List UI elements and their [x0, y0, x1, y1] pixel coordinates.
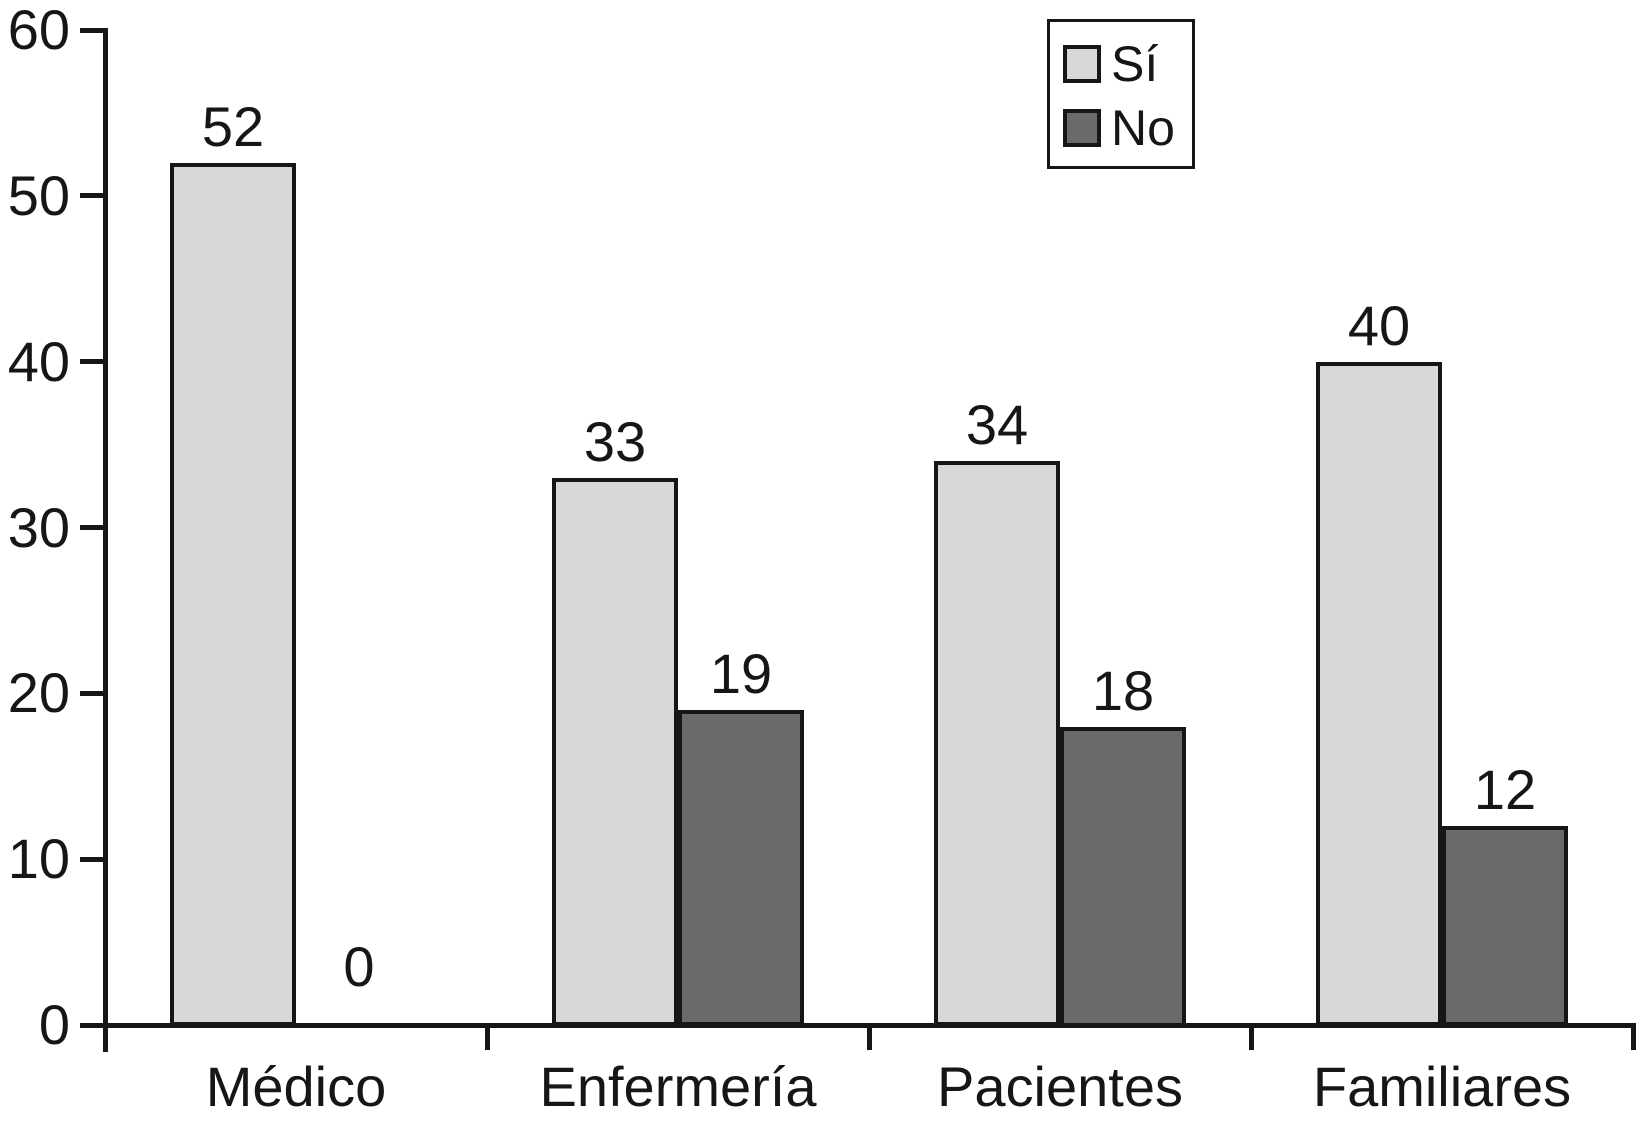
y-tick-30	[79, 525, 103, 530]
y-tick-0	[79, 1023, 103, 1028]
y-tick-label-20: 20	[7, 661, 70, 724]
legend-label-no: No	[1111, 100, 1175, 156]
y-tick-40	[79, 359, 103, 364]
value-label-no-pacientes: 18	[1091, 659, 1155, 722]
y-tick-label-30: 30	[7, 496, 70, 559]
x-tick-3	[1631, 1028, 1636, 1050]
value-label-si-pacientes: 34	[965, 393, 1029, 456]
value-label-no-familiares: 12	[1473, 758, 1537, 821]
x-tick-2	[1249, 1028, 1254, 1050]
legend: Sí No	[1047, 19, 1195, 169]
category-label-pacientes: Pacientes	[937, 1055, 1183, 1118]
category-label-familiares: Familiares	[1312, 1055, 1572, 1118]
legend-item-no: No	[1063, 96, 1192, 160]
bar-si-medico	[170, 163, 296, 1026]
value-label-si-enfermeria: 33	[583, 410, 647, 473]
x-axis-line	[103, 1023, 1636, 1028]
x-tick-0	[485, 1028, 490, 1050]
value-label-si-medico: 52	[201, 95, 265, 158]
y-tick-label-0: 0	[38, 993, 70, 1056]
bar-si-familiares	[1316, 362, 1442, 1026]
y-tick-10	[79, 857, 103, 862]
y-tick-label-10: 10	[7, 827, 70, 890]
value-label-no-medico: 0	[343, 935, 375, 998]
y-tick-label-40: 40	[7, 330, 70, 393]
y-tick-label-60: 60	[7, 0, 70, 61]
bar-no-enfermeria	[678, 710, 804, 1026]
y-tick-label-50: 50	[7, 164, 70, 227]
y-tick-20	[79, 691, 103, 696]
y-tick-60	[79, 28, 103, 33]
x-tick-1	[867, 1028, 872, 1050]
bar-no-pacientes	[1060, 727, 1186, 1027]
bar-si-enfermeria	[552, 478, 678, 1026]
legend-swatch-si	[1063, 45, 1101, 83]
bar-no-familiares	[1442, 826, 1568, 1026]
value-label-si-familiares: 40	[1347, 294, 1411, 357]
legend-swatch-no	[1063, 109, 1101, 147]
value-label-no-enfermeria: 19	[709, 642, 773, 705]
bar-si-pacientes	[934, 461, 1060, 1026]
category-label-enfermeria: Enfermería	[539, 1055, 817, 1118]
y-axis-line	[103, 28, 108, 1052]
legend-label-si: Sí	[1111, 36, 1159, 92]
y-tick-50	[79, 193, 103, 198]
category-label-medico: Médico	[205, 1055, 387, 1118]
legend-item-si: Sí	[1063, 32, 1192, 96]
